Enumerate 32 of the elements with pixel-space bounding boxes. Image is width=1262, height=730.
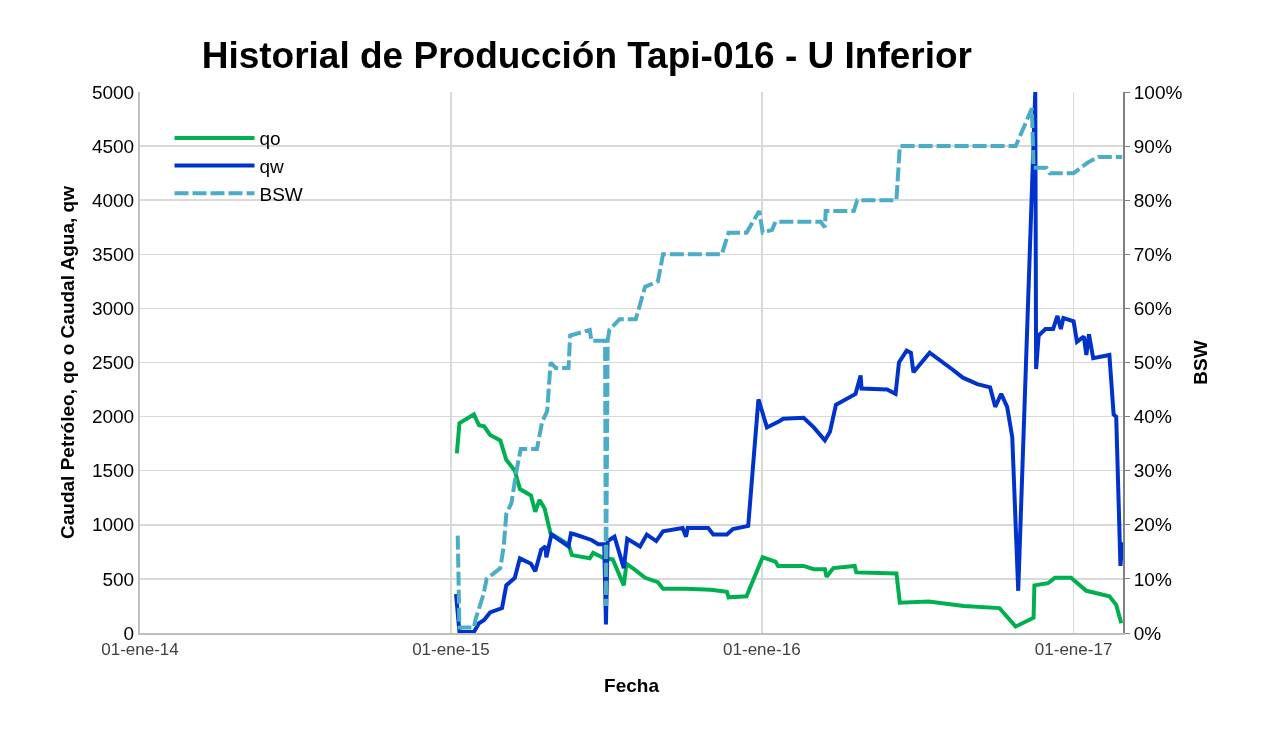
y2-tick-label: 90% — [1133, 135, 1172, 157]
legend-label: qo — [259, 128, 281, 150]
y-tick-label: 5000 — [91, 81, 135, 103]
x-tick-label: 01-ene-17 — [1034, 640, 1113, 660]
y2-tick-label: 10% — [1133, 568, 1172, 590]
y2-tick-label: 50% — [1133, 352, 1172, 374]
y-tick-label: 3000 — [91, 298, 135, 320]
y-tick-label: 2000 — [91, 406, 135, 428]
chart-title: Historial de Producción Tapi-016 - U Inferior — [201, 34, 972, 76]
y2-tick-label: 70% — [1133, 243, 1172, 265]
y-tick-label: 3500 — [91, 243, 135, 265]
y2-tick-label: 0% — [1133, 622, 1162, 644]
legend-label: BSW — [259, 183, 303, 205]
x-tick-label: 01-ene-16 — [723, 640, 801, 660]
line-series — [454, 412, 1123, 629]
x-axis-title: Fecha — [604, 674, 660, 696]
y2-tick-label: 100% — [1133, 81, 1183, 103]
y2-tick-label: 40% — [1133, 406, 1172, 428]
y2-tick-label: 30% — [1133, 460, 1172, 482]
y2-tick-label: 80% — [1133, 189, 1172, 211]
y-tick-label: 2500 — [91, 352, 135, 374]
y-tick-label: 1000 — [91, 514, 135, 536]
y-tick-label: 1500 — [91, 460, 135, 482]
y2-tick-label: 20% — [1133, 514, 1172, 536]
x-tick-label: 01-ene-15 — [412, 640, 490, 660]
y2-axis-title: BSW — [1189, 340, 1211, 385]
y-tick-label: 4500 — [91, 135, 135, 157]
y2-tick-label: 60% — [1133, 298, 1172, 320]
y-axis-title: Caudal Petróleo, qo o Caudal Agua, qw — [57, 185, 79, 539]
y-tick-label: 500 — [102, 568, 135, 590]
y-tick-label: 4000 — [91, 189, 135, 211]
legend-label: qw — [259, 156, 285, 178]
